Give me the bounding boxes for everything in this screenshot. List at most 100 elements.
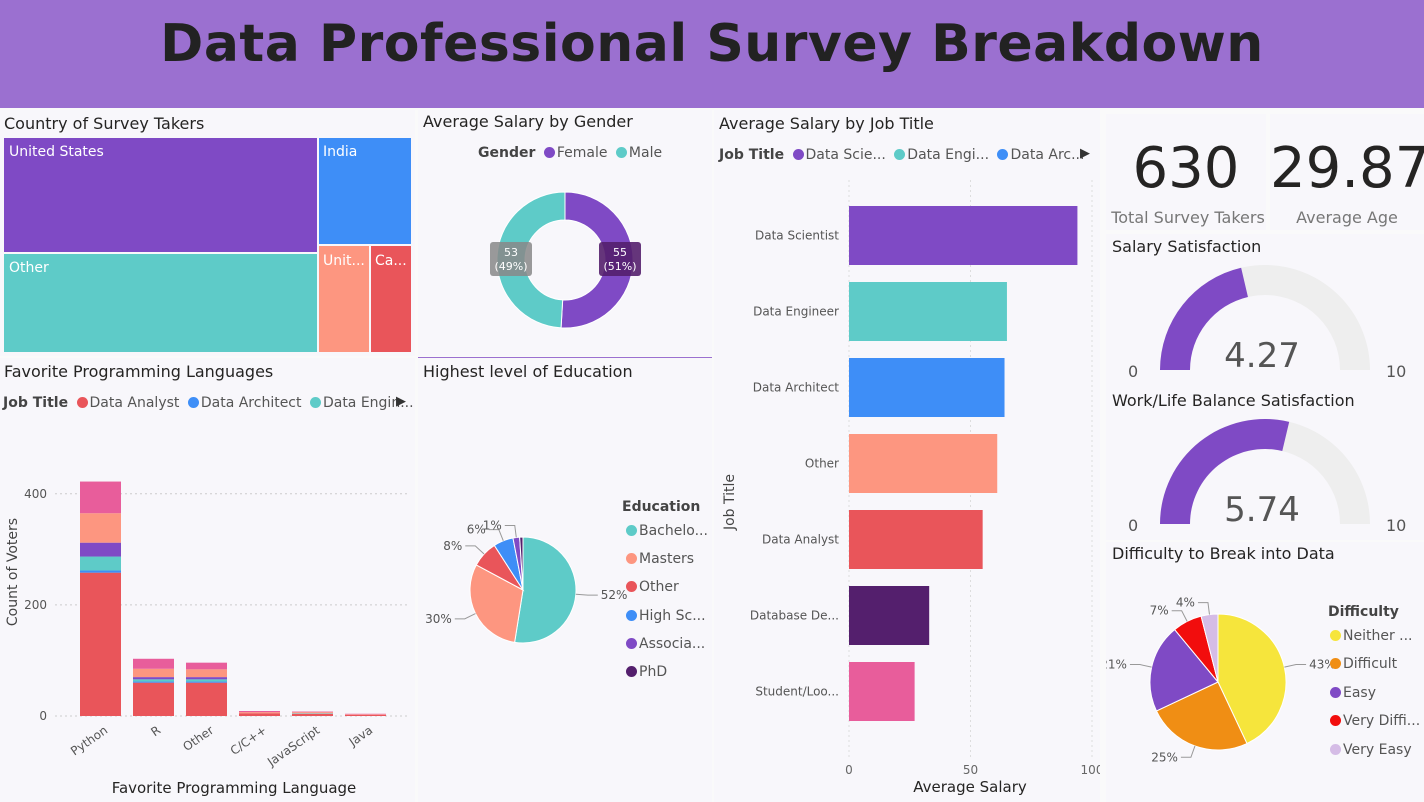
job-legend-next-icon[interactable]: ▶	[1080, 146, 1090, 161]
education-slice-masters[interactable]	[469, 564, 524, 643]
languages-bar-javascript-student-looking[interactable]	[292, 711, 333, 713]
languages-bar-c-c-student-looking[interactable]	[239, 711, 280, 713]
education-legend-item[interactable]: Bachelo...	[622, 523, 708, 539]
languages-bar-chart[interactable]: Count of Voters Favorite Programming Lan…	[0, 358, 415, 802]
languages-bar-r-data-engineer[interactable]	[133, 679, 174, 682]
job-legend-data-scientist[interactable]: Data Scie...	[805, 147, 886, 163]
salary-gauge[interactable]	[1106, 234, 1424, 388]
gender-slice-male[interactable]	[496, 191, 566, 329]
difficulty-pie-chart[interactable]: 43% 25% 21% 7% 4%	[1106, 542, 1424, 802]
job-bar-data-scientist[interactable]	[849, 206, 1078, 265]
education-panel[interactable]: Highest level of Education 52% 30% 8% 6% 1% …	[418, 357, 712, 802]
gender-legend-female[interactable]: Female	[556, 145, 608, 161]
languages-legend-data-analyst[interactable]: Data Analyst	[89, 395, 180, 411]
male-value-label: 53	[504, 246, 518, 259]
job-bar-other[interactable]	[849, 434, 998, 493]
languages-bar-python-student-looking[interactable]	[80, 481, 121, 514]
gender-slice-female[interactable]	[560, 191, 634, 329]
education-slice-phd[interactable]	[519, 536, 524, 591]
languages-bar-other-data-engineer[interactable]	[186, 679, 227, 682]
languages-bar-r-other[interactable]	[133, 668, 174, 678]
education-legend-item[interactable]: Associa...	[622, 636, 705, 652]
treemap-label-united-states: United States	[9, 144, 104, 160]
languages-bar-javascript-data-analyst[interactable]	[292, 713, 333, 716]
languages-legend-data-engineer[interactable]: Data Engin...	[322, 395, 414, 411]
treemap-label-other: Other	[9, 260, 49, 276]
languages-bar-r-data-analyst[interactable]	[133, 682, 174, 716]
languages-bar-other-student-looking[interactable]	[186, 662, 227, 670]
education-slice-bachelors[interactable]	[514, 536, 577, 644]
female-label-box	[599, 242, 641, 276]
legend-dot-icon	[1330, 715, 1341, 727]
education-legend-item[interactable]: Other	[622, 579, 679, 595]
languages-bar-python-data-scientist[interactable]	[80, 542, 121, 557]
languages-bar-other-data-analyst[interactable]	[186, 682, 227, 716]
difficulty-slice-neither-easy-nor-difficult[interactable]	[1217, 613, 1287, 745]
languages-bar-java-other[interactable]	[345, 714, 386, 715]
languages-bar-javascript-other[interactable]	[292, 712, 333, 714]
languages-bar-python-data-architect[interactable]	[80, 570, 121, 573]
difficulty-legend-item[interactable]: Neither ...	[1326, 628, 1413, 644]
languages-legend-data-architect[interactable]: Data Architect	[200, 395, 302, 411]
gender-legend-male[interactable]: Male	[628, 145, 663, 161]
languages-bar-c-c-data-analyst[interactable]	[239, 713, 280, 716]
difficulty-legend-item[interactable]: Very Diffi...	[1326, 713, 1420, 729]
languages-bar-r-student-looking[interactable]	[133, 658, 174, 669]
education-pie-chart[interactable]: 52% 30% 8% 6%1%	[418, 358, 712, 802]
languages-bar-r-data-architect[interactable]	[133, 681, 174, 683]
languages-panel[interactable]: Favorite Programming Languages Job Title…	[0, 358, 415, 802]
job-bar-data-analyst[interactable]	[849, 510, 983, 569]
education-legend-item[interactable]: High Sc...	[622, 608, 706, 624]
languages-y-axis-title: Count of Voters	[5, 518, 21, 626]
education-legend-item[interactable]: PhD	[622, 664, 667, 680]
languages-legend-next-icon[interactable]: ▶	[396, 394, 406, 409]
languages-bar-other-data-scientist[interactable]	[186, 677, 227, 680]
education-legend-item[interactable]: Masters	[622, 551, 694, 567]
treemap-canada[interactable]	[371, 246, 411, 352]
salary-satisfaction-panel[interactable]: Salary Satisfaction 4.27 0 10	[1106, 234, 1424, 388]
languages-bar-javascript-data-engineer[interactable]	[292, 713, 333, 714]
treemap-united-states[interactable]	[4, 138, 317, 252]
difficulty-panel[interactable]: Difficulty to Break into Data 43% 25% 21% 7…	[1106, 542, 1424, 802]
treemap-other[interactable]	[4, 254, 317, 352]
languages-bar-java-student-looking[interactable]	[345, 713, 386, 715]
country-panel[interactable]: Country of Survey Takers United States I…	[0, 110, 415, 356]
job-bar-chart[interactable]: Job Title Average Salary 0 50 100 Data Scie…	[714, 110, 1100, 802]
treemap-united-kingdom[interactable]	[319, 246, 369, 352]
difficulty-legend-item[interactable]: Difficult	[1326, 656, 1397, 672]
job-legend-data-engineer[interactable]: Data Engi...	[907, 147, 990, 163]
wlb-satisfaction-panel[interactable]: Work/Life Balance Satisfaction 5.74 0 10	[1106, 388, 1424, 540]
languages-bar-other-data-architect[interactable]	[186, 681, 227, 683]
treemap-india[interactable]	[319, 138, 411, 244]
languages-bar-r-data-scientist[interactable]	[133, 677, 174, 680]
languages-bar-python-data-analyst[interactable]	[80, 572, 121, 716]
job-bar-student-loo[interactable]	[849, 662, 915, 721]
languages-bar-c-c-other[interactable]	[239, 712, 280, 714]
job-bar-data-architect[interactable]	[849, 358, 1005, 417]
languages-bar-java-data-analyst[interactable]	[345, 714, 386, 716]
data-engineer-dot-icon	[309, 397, 321, 408]
wlb-gauge[interactable]	[1106, 388, 1424, 540]
education-leader-line	[488, 529, 504, 541]
gender-panel[interactable]: Average Salary by Gender Gender Female M…	[418, 110, 712, 356]
difficulty-legend-item[interactable]: Very Easy	[1326, 742, 1412, 758]
difficulty-legend-item[interactable]: Easy	[1326, 685, 1376, 701]
wlb-gauge-value: 5.74	[1224, 490, 1300, 530]
languages-bar-python-other[interactable]	[80, 513, 121, 543]
difficulty-slice-easy[interactable]	[1149, 628, 1219, 712]
job-panel[interactable]: Average Salary by Job Title Job Title Da…	[714, 110, 1100, 802]
education-top-border	[418, 357, 712, 358]
education-legend-label: Other	[639, 579, 679, 596]
survey-takers-card[interactable]: 630 Total Survey Takers	[1106, 114, 1266, 230]
average-age-card[interactable]: 29.87 Average Age	[1270, 114, 1424, 230]
languages-bar-other-other[interactable]	[186, 669, 227, 678]
difficulty-slice-difficult[interactable]	[1155, 681, 1248, 751]
legend-dot-icon	[626, 637, 637, 649]
languages-bar-python-data-engineer[interactable]	[80, 556, 121, 571]
job-bar-data-engineer[interactable]	[849, 282, 1007, 341]
job-category-label: Other	[805, 457, 839, 471]
job-bar-database-de[interactable]	[849, 586, 930, 645]
job-legend-data-architect[interactable]: Data Arc...	[1010, 147, 1085, 163]
gender-donut[interactable]: 53 (49%) 55 (51%)	[418, 156, 712, 356]
difficulty-slice-label: 43%	[1309, 658, 1336, 672]
